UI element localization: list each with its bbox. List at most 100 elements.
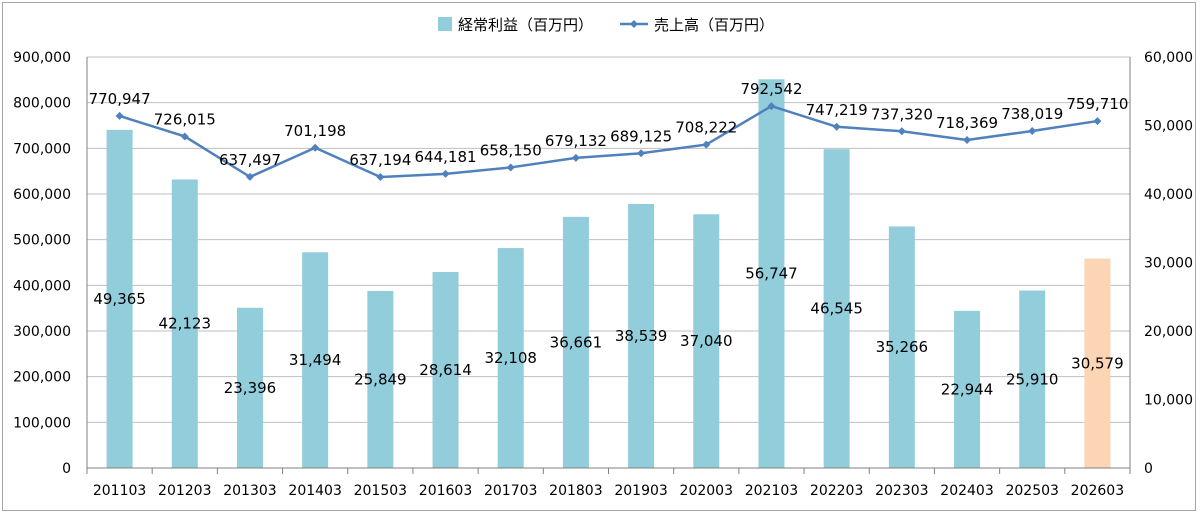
legend-bar-swatch [438, 17, 452, 31]
x-tick-label: 202103 [745, 483, 798, 499]
line-data-label: 701,198 [284, 122, 346, 140]
line-data-label: 637,194 [349, 151, 411, 169]
line-data-label: 679,132 [545, 132, 607, 150]
x-tick-label: 201903 [614, 483, 667, 499]
y-left-tick-label: 900,000 [13, 50, 71, 66]
line-data-label: 747,219 [806, 101, 868, 119]
line-marker [571, 153, 580, 162]
line-data-label: 792,542 [740, 80, 802, 98]
legend-line-label: 売上高（百万円） [654, 16, 774, 34]
line-marker [963, 135, 972, 144]
x-tick-label: 202003 [680, 483, 733, 499]
y-left-tick-label: 0 [62, 461, 71, 477]
legend-line-marker [630, 20, 638, 28]
line-marker [767, 102, 776, 111]
bar-data-label: 38,539 [615, 327, 668, 345]
line-data-label: 689,125 [610, 127, 672, 145]
bar [236, 307, 263, 468]
x-tick-label: 201203 [158, 483, 211, 499]
bar [628, 204, 655, 468]
bar-data-label: 22,944 [941, 380, 994, 398]
bar-data-label: 49,365 [93, 290, 146, 308]
y-left-tick-label: 400,000 [13, 278, 71, 294]
bar-data-label: 42,123 [159, 315, 212, 333]
line-marker [702, 140, 711, 149]
bar-data-label: 56,747 [745, 265, 798, 283]
x-tick-label: 201803 [549, 483, 602, 499]
legend-bar-label: 経常利益（百万円） [458, 16, 593, 34]
y-right-tick-label: 40,000 [1144, 187, 1193, 203]
bar-series [106, 79, 1111, 469]
bar-data-label: 28,614 [419, 361, 472, 379]
y-left-tick-label: 200,000 [13, 370, 71, 386]
line-data-label: 770,947 [89, 90, 151, 108]
x-tick-label: 201303 [223, 483, 276, 499]
bar [693, 214, 720, 468]
bar [758, 79, 785, 468]
y-left-tick-label: 100,000 [13, 415, 71, 431]
line-marker [637, 149, 646, 158]
line-marker [245, 172, 254, 181]
line-data-label: 726,015 [154, 110, 216, 128]
y-left-tick-label: 700,000 [13, 141, 71, 157]
line-marker [832, 122, 841, 131]
line-marker [1028, 126, 1037, 135]
bar [171, 179, 198, 468]
line-marker [506, 163, 515, 172]
line-marker [376, 173, 385, 182]
y-left-tick-label: 300,000 [13, 324, 71, 340]
bar-data-label: 25,849 [354, 370, 407, 388]
y-right-tick-label: 20,000 [1144, 324, 1193, 340]
bar-data-label: 30,579 [1071, 354, 1124, 372]
bar [823, 149, 850, 468]
line-path [119, 104, 1098, 179]
bar [302, 252, 329, 468]
line-marker [897, 127, 906, 136]
legend: 経常利益（百万円） 売上高（百万円） [438, 16, 774, 34]
x-tick-label: 202503 [1005, 483, 1058, 499]
bar [432, 271, 459, 468]
bar [1019, 290, 1046, 468]
y-right-tick-label: 60,000 [1144, 50, 1193, 66]
bar [1084, 258, 1111, 468]
x-tick-label: 201503 [354, 483, 407, 499]
y-left-tick-label: 600,000 [13, 187, 71, 203]
x-tick-label: 202403 [940, 483, 993, 499]
y-right-tick-label: 50,000 [1144, 119, 1193, 135]
line-data-label: 708,222 [675, 119, 737, 137]
line-marker [180, 132, 189, 141]
x-tick-label: 202603 [1071, 483, 1124, 499]
x-tick-label: 201703 [484, 483, 537, 499]
bar-data-label: 37,040 [680, 332, 733, 350]
line-data-label: 644,181 [415, 148, 477, 166]
bar-data-label: 25,910 [1006, 370, 1059, 388]
line-data-label: 637,497 [219, 151, 281, 169]
line-data-label: 759,710 [1066, 95, 1128, 113]
x-tick-label: 201403 [288, 483, 341, 499]
axes: 0 100,000 200,000 300,000 400,000 500,000 600,… [13, 50, 1193, 499]
x-tick-label: 201103 [93, 483, 146, 499]
line-marker [441, 169, 450, 178]
bar [562, 216, 589, 468]
bar [888, 226, 915, 468]
bar [367, 290, 394, 468]
line-data-label: 658,150 [480, 141, 542, 159]
line-data-label: 737,320 [871, 105, 933, 123]
x-tick-label: 202203 [810, 483, 863, 499]
y-left-tick-label: 800,000 [13, 96, 71, 112]
bar-data-label: 31,494 [289, 351, 342, 369]
line-data-label: 718,369 [936, 114, 998, 132]
y-left-tick-label: 500,000 [13, 233, 71, 249]
line-marker [1093, 117, 1102, 126]
line-data-label: 738,019 [1001, 105, 1063, 123]
bar [954, 310, 981, 468]
y-right-tick-label: 10,000 [1144, 393, 1193, 409]
bar-data-label: 32,108 [484, 349, 537, 367]
bar-data-label: 35,266 [876, 338, 929, 356]
bar-data-label: 23,396 [224, 379, 277, 397]
data-labels: 49,365 42,123 23,396 31,494 25,849 28,614 32,1… [89, 80, 1129, 398]
x-tick-label: 202303 [875, 483, 928, 499]
y-right-tick-label: 0 [1144, 461, 1153, 477]
